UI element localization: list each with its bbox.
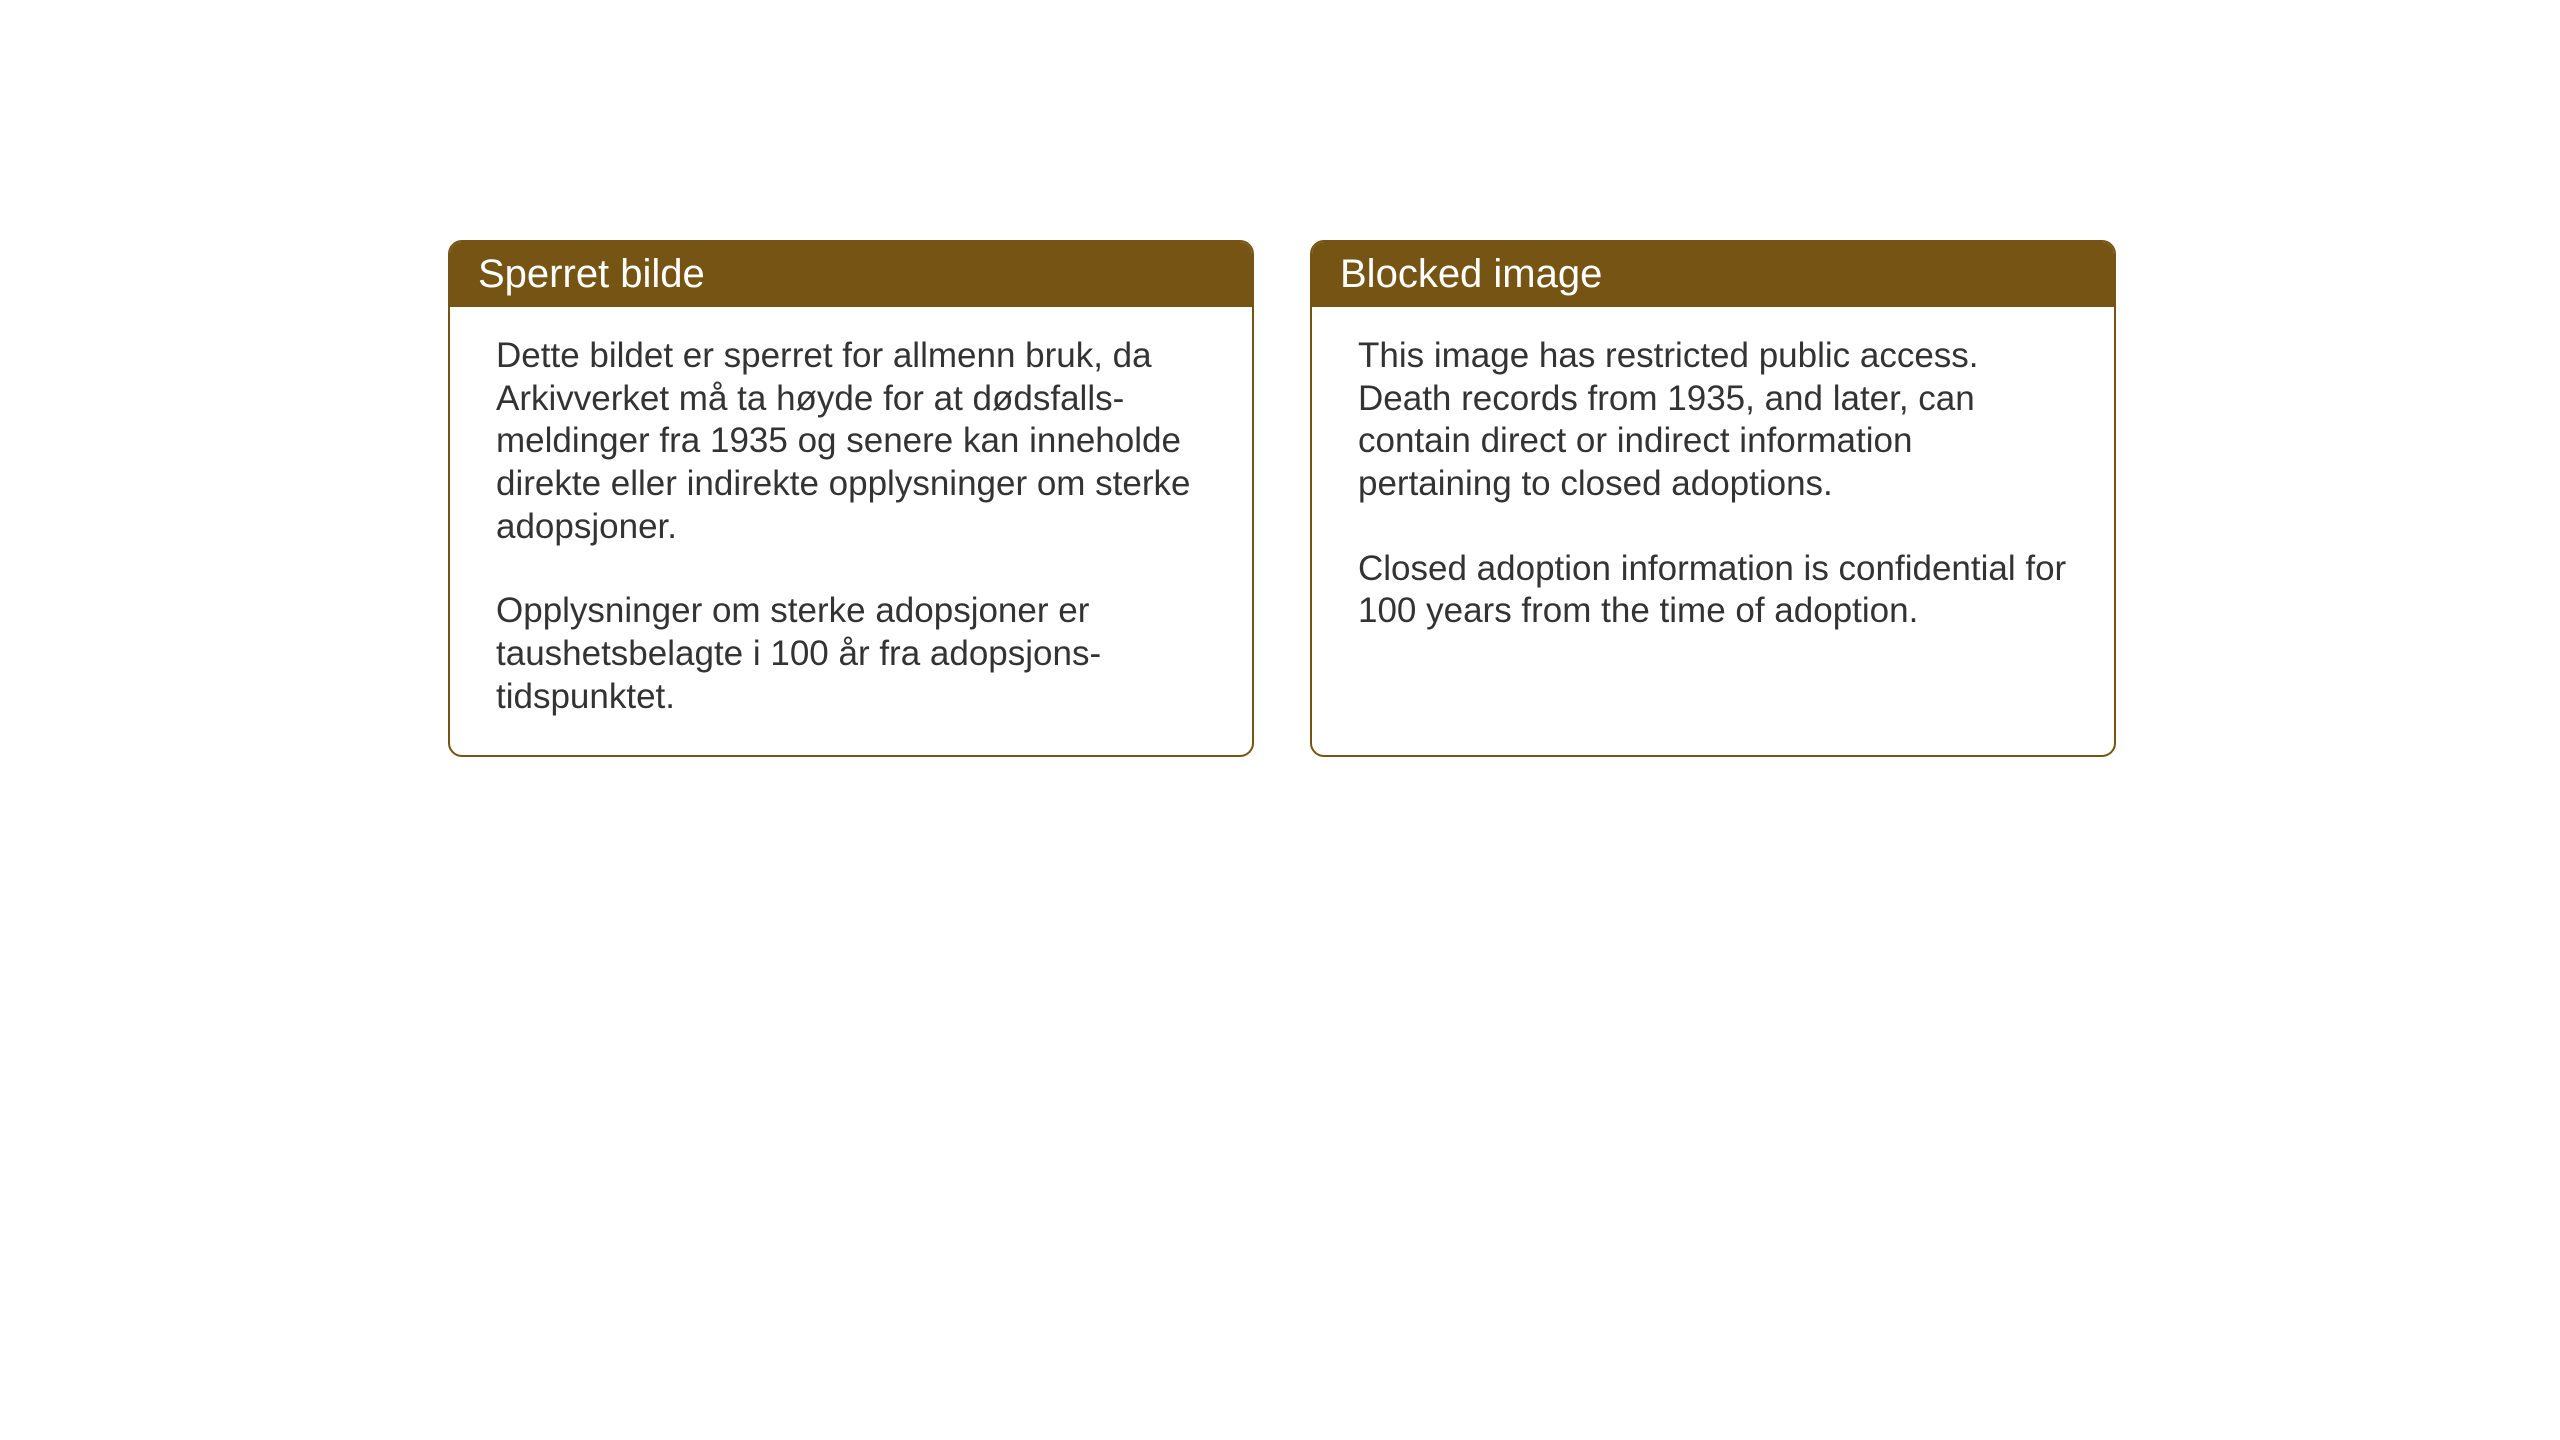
notice-title: Sperret bilde — [478, 252, 705, 296]
notice-container: Sperret bilde Dette bildet er sperret fo… — [448, 240, 2116, 757]
notice-header-norwegian: Sperret bilde — [450, 242, 1252, 307]
notice-header-english: Blocked image — [1312, 242, 2114, 307]
notice-paragraph-2: Opplysninger om sterke adopsjoner er tau… — [496, 590, 1206, 718]
notice-body-english: This image has restricted public access.… — [1312, 307, 2114, 729]
notice-paragraph-1: This image has restricted public access.… — [1358, 335, 2068, 506]
notice-card-english: Blocked image This image has restricted … — [1310, 240, 2116, 757]
notice-title: Blocked image — [1340, 252, 1602, 296]
notice-paragraph-1: Dette bildet er sperret for allmenn bruk… — [496, 335, 1206, 548]
notice-paragraph-2: Closed adoption information is confident… — [1358, 548, 2068, 633]
notice-card-norwegian: Sperret bilde Dette bildet er sperret fo… — [448, 240, 1254, 757]
notice-body-norwegian: Dette bildet er sperret for allmenn bruk… — [450, 307, 1252, 755]
